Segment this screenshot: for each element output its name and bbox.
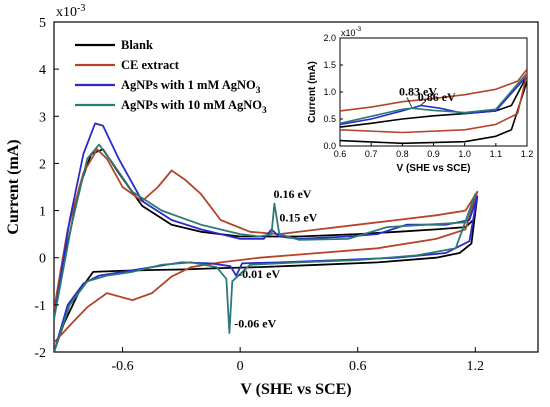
y-tick-label-6: 4: [39, 63, 46, 78]
series-line-3: [54, 143, 477, 352]
inset-x-tick-label-3: 0.9: [427, 149, 440, 159]
inset-series-line-3: [340, 72, 527, 125]
x-tick-label-0: -0.6: [111, 359, 133, 374]
annotation-3: -0.06 eV: [234, 317, 276, 331]
inset-y-tick-label-3: 1.5: [323, 60, 336, 70]
y-tick-label-2: 0: [39, 252, 46, 267]
x-tick-label-1: 0: [237, 359, 244, 374]
legend-label-3: AgNPs with 10 mM AgNO3: [121, 98, 267, 116]
x-axis-label: V (SHE vs SCE): [240, 381, 351, 398]
y-tick-label-0: -2: [34, 346, 46, 361]
inset-y-scale-label: x10-3: [341, 26, 362, 38]
legend-label-0: Blank: [121, 38, 153, 52]
x-tick-label-2: 0.6: [349, 359, 367, 374]
inset-y-tick-label-0: 0.0: [323, 141, 336, 151]
y-tick-label-4: 2: [39, 157, 46, 172]
inset-x-tick-label-1: 0.7: [365, 149, 378, 159]
inset-x-tick-label-2: 0.8: [396, 149, 409, 159]
inset-y-tick-label-2: 1.0: [323, 87, 336, 97]
annotation-2: -0.01 eV: [238, 267, 280, 281]
annotation-1: 0.15 eV: [279, 211, 317, 225]
y-scale-label: x10-3: [56, 3, 85, 20]
inset-y-axis-label: Current (mA): [307, 61, 318, 123]
inset-annotation-1: 0.86 eV: [418, 90, 456, 104]
legend: Blank CE extract AgNPs with 1 mM AgNO3 AgNP…: [75, 38, 267, 116]
inset-plot-frame: [339, 37, 528, 147]
inset-series-line-4: [340, 80, 527, 145]
y-tick-label-5: 3: [39, 110, 46, 125]
x-tick-label-3: 1.2: [467, 359, 485, 374]
inset-x-axis-label: V (SHE vs SCE): [397, 163, 471, 174]
inset-series-line-0: [340, 75, 527, 128]
inset-annotation-pointer-1: [420, 100, 426, 106]
legend-label-1: CE extract: [121, 58, 180, 72]
series-line-1: [54, 148, 479, 344]
inset-series-group: [340, 68, 527, 145]
legend-label-2: AgNPs with 1 mM AgNO3: [121, 78, 261, 96]
inset-x-tick-label-5: 1.1: [490, 149, 503, 159]
y-tick-label-3: 1: [39, 205, 46, 220]
y-tick-label-7: 5: [39, 16, 46, 31]
main-plot: -0.6 0 0.6 1.2 -2 -1 0 1 2 3 4 5 V (SHE vs SCE) Curre…: [5, 3, 539, 398]
inset-series-line-5: [340, 72, 527, 134]
inset-series-line-2: [340, 75, 527, 126]
inset-annotation-pointer-0: [406, 97, 413, 108]
y-tick-label-1: -1: [34, 299, 46, 314]
inset-series-line-1: [340, 68, 527, 112]
inset-x-tick-label-0: 0.6: [334, 149, 347, 159]
y-axis-label: Current (mA): [5, 139, 22, 234]
main-series-group: [54, 122, 479, 352]
inset-annotation-0: 0.83 eV: [399, 84, 437, 98]
annotation-0: 0.16 eV: [273, 187, 311, 201]
inset-y-tick-label-1: 0.5: [323, 114, 336, 124]
inset-y-tick-label-4: 2.0: [323, 33, 336, 43]
inset-plot: 0.6 0.7 0.8 0.9 1.0 1.1 1.2 0.0 0.5 1.0 1.5 2.0 V (S…: [307, 26, 533, 174]
inset-x-tick-label-4: 1.0: [458, 149, 471, 159]
main-plot-frame: [53, 21, 539, 353]
inset-x-tick-label-6: 1.2: [521, 149, 534, 159]
